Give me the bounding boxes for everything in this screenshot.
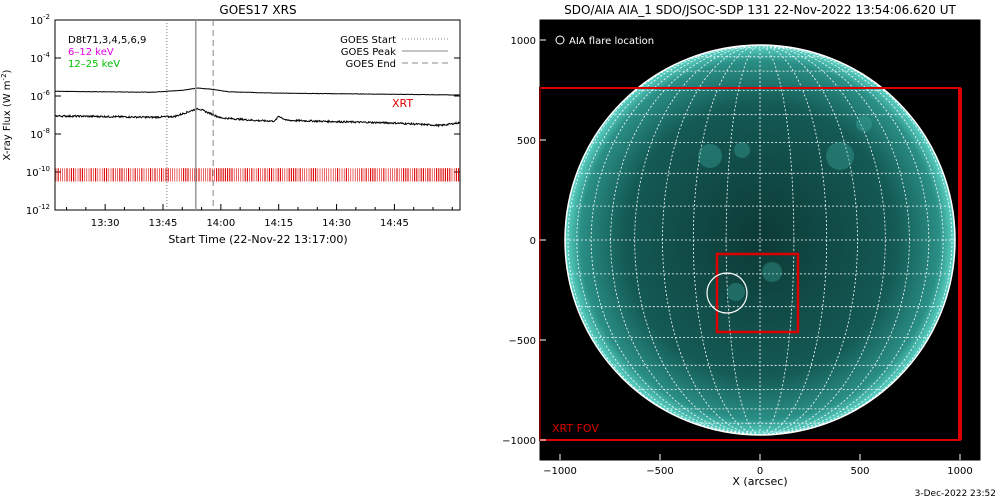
goes-title: GOES17 XRS (219, 3, 296, 17)
active-region-glow (698, 144, 722, 168)
longitude-line (759, 45, 795, 435)
longitude-line (634, 45, 761, 435)
xrt-fov-label: XRT FOV (552, 422, 599, 435)
longitude-line (759, 45, 828, 435)
longitude-line (725, 45, 761, 435)
aia-y-tick-label: −1000 (502, 436, 536, 447)
goes-x-tick-label: 13:45 (149, 218, 178, 229)
active-region-glow (826, 142, 854, 170)
aia-title: SDO/AIA AIA_1 SDO/JSOC-SDP 131 22-Nov-20… (564, 3, 956, 17)
goes-marker-legend-label: GOES Peak (341, 47, 396, 58)
goes-y-tick-label: 10-4 (30, 51, 50, 65)
goes-long-channel-curve (55, 87, 460, 96)
goes-x-tick-label: 14:45 (380, 218, 409, 229)
aia-y-axis: −1000 −500 0 500 1000 (502, 36, 546, 447)
goes-x-tick-label: 13:30 (91, 218, 120, 229)
solar-limb (564, 44, 956, 436)
goes-x-axis: 13:30 13:45 14:00 14:15 14:30 14:45 (66, 204, 453, 229)
longitude-line (662, 45, 761, 435)
flare-legend-icon (555, 35, 565, 45)
goes-channel-legend-entry: 12–25 keV (68, 59, 120, 70)
active-region-glow (856, 116, 872, 132)
active-region-glow (727, 283, 745, 301)
goes-y-label: X-ray Flux (W m-2) (0, 69, 13, 160)
goes-xrs-panel: GOES17 XRS 10-12 10-10 10-8 10-6 10-4 10-2 13… (0, 3, 461, 246)
aia-x-axis: −1000 −500 0 500 1000 (543, 454, 973, 477)
flare-legend-label: AIA flare location (569, 36, 654, 47)
aia-x-tick-label: −500 (646, 466, 673, 477)
goes-y-tick-label: 10-10 (26, 165, 50, 179)
goes-y-tick-label: 10-2 (30, 13, 50, 27)
flare-location-circle (706, 272, 748, 314)
longitude-line (759, 45, 953, 435)
goes-x-tick-label: 14:30 (322, 218, 351, 229)
aia-x-tick-label: 1000 (947, 466, 972, 477)
aia-image-panel: SDO/AIA AIA_1 SDO/JSOC-SDP 131 22-Nov-20… (502, 3, 981, 488)
goes-y-tick-label: 10-6 (30, 89, 50, 103)
xrt-pointing-box (715, 252, 800, 334)
aia-x-tick-label: −1000 (543, 466, 577, 477)
aia-y-tick-label: 1000 (511, 36, 536, 47)
active-region-glow (734, 142, 750, 158)
longitude-line (759, 45, 910, 435)
footer-timestamp: 3-Dec-2022 23:52 (915, 489, 996, 499)
goes-y-tick-label: 10-8 (30, 127, 50, 141)
goes-x-tick-label: 14:15 (264, 218, 293, 229)
longitude-line (576, 45, 761, 435)
aia-y-tick-label: 500 (517, 136, 536, 147)
goes-y-tick-label: 10-12 (26, 203, 50, 217)
xrt-coverage-band (55, 168, 460, 182)
goes-series-group (55, 87, 460, 128)
longitude-line (692, 45, 761, 435)
goes-short-channel-curve (55, 107, 460, 128)
goes-marker-legend-label: GOES Start (340, 35, 396, 46)
longitude-line (759, 45, 858, 435)
longitude-line (759, 45, 930, 435)
heliographic-grid (565, 45, 955, 435)
aia-y-tick-label: −500 (509, 336, 536, 347)
longitude-line (590, 45, 761, 435)
longitude-line (567, 45, 761, 435)
goes-channel-legend-entry: 6–12 keV (68, 47, 114, 58)
goes-markers (166, 20, 214, 210)
xrt-label: XRT (392, 97, 413, 110)
longitude-line (610, 45, 761, 435)
active-region-glow (762, 262, 782, 282)
goes-plot-frame (54, 19, 461, 211)
longitude-line (759, 45, 944, 435)
sun-disk (565, 45, 955, 435)
goes-channel-legend-entry: D8t71,3,4,5,6,9 (68, 35, 146, 46)
goes-x-label: Start Time (22-Nov-22 13:17:00) (168, 233, 347, 246)
longitude-line (759, 45, 886, 435)
goes-marker-legend-label: GOES End (346, 59, 396, 70)
aia-x-tick-label: 500 (850, 466, 869, 477)
aia-y-tick-label: 0 (530, 236, 536, 247)
aia-x-tick-label: 0 (757, 466, 763, 477)
aia-x-label: X (arcsec) (732, 475, 787, 488)
goes-x-tick-label: 14:00 (206, 218, 235, 229)
